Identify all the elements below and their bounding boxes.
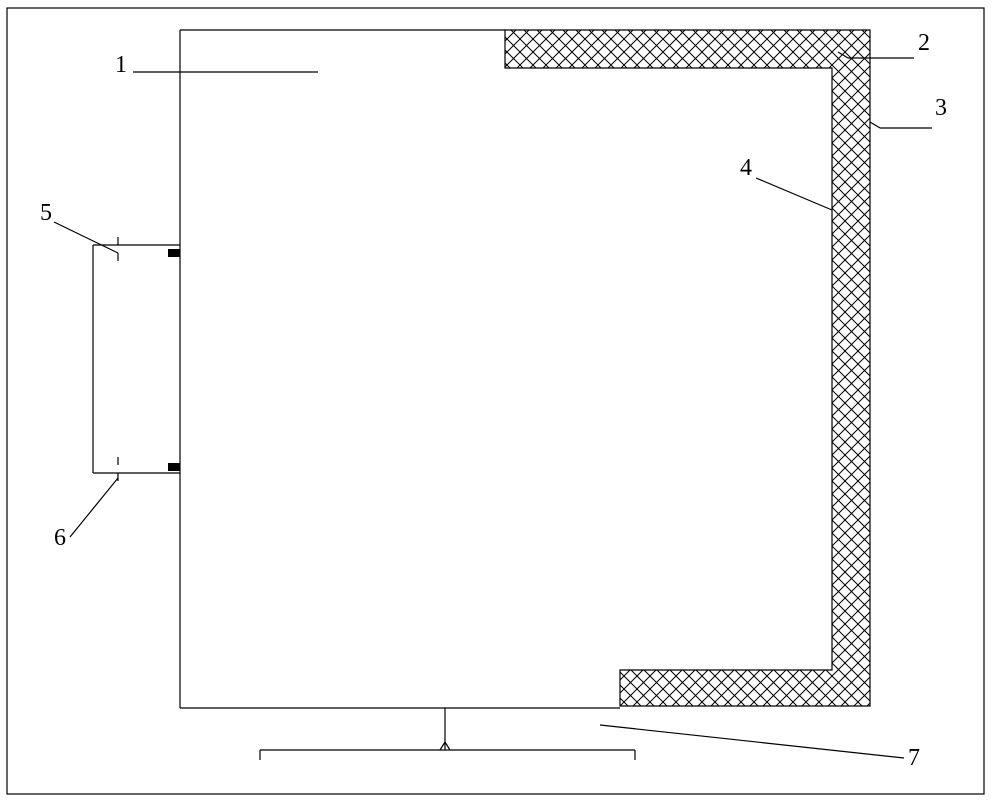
- pedestal: [260, 708, 635, 760]
- callout-1: 1: [115, 52, 127, 79]
- left-port-chamber: [93, 237, 180, 481]
- callout-2: 2: [918, 30, 930, 57]
- hatched-wall: [480, 10, 890, 726]
- leader-lines: [54, 52, 932, 758]
- callout-4: 4: [740, 155, 752, 182]
- callout-7: 7: [908, 745, 920, 772]
- main-vessel: [180, 30, 620, 708]
- callout-5: 5: [40, 200, 52, 227]
- callout-3: 3: [935, 95, 947, 122]
- callout-6: 6: [54, 525, 66, 552]
